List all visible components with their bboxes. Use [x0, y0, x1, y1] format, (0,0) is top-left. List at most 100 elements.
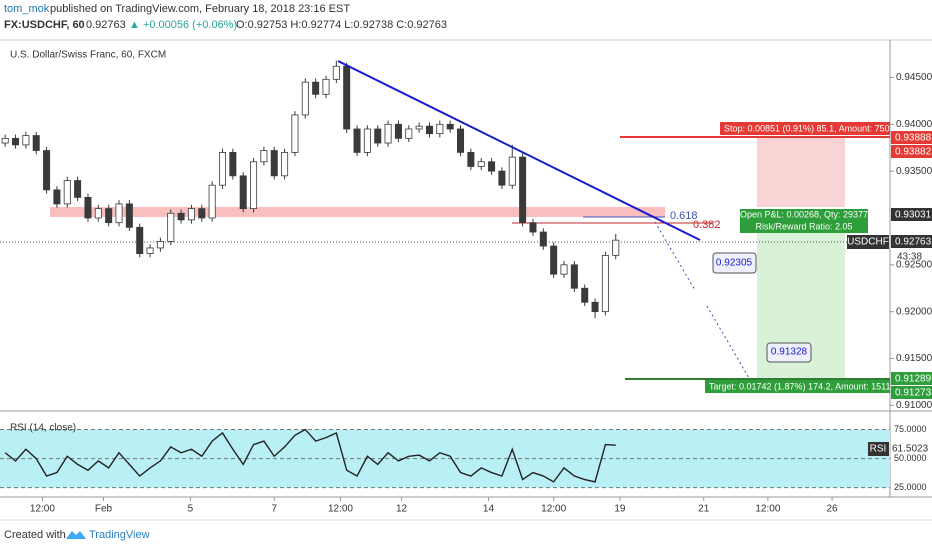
stop-box: [720, 122, 890, 135]
candle-body: [415, 125, 423, 130]
candle-body: [74, 180, 82, 198]
callout-label: 0.91328: [771, 347, 808, 358]
candle-body: [250, 161, 258, 210]
price-badge: [891, 131, 932, 144]
x-tick-label: Feb: [95, 504, 113, 515]
callout-label: 0.92305: [716, 258, 753, 269]
y-tick-label: 0.92500: [896, 259, 932, 270]
candle-body: [146, 247, 154, 254]
x-tick-label: 19: [614, 504, 626, 515]
candle-body: [581, 287, 589, 303]
candle-body: [363, 128, 371, 153]
candle-body: [601, 255, 609, 313]
y-tick-label: 50.0000: [894, 453, 927, 463]
candle-body: [353, 128, 361, 153]
footer-created: Created with: [4, 529, 66, 541]
candle-body: [529, 222, 537, 233]
candle-body: [177, 212, 185, 221]
x-tick-label: 21: [698, 504, 710, 515]
price-badge: [891, 372, 932, 385]
candle-body: [612, 239, 620, 256]
rsi-badge: [868, 442, 889, 456]
y-tick-label: 0.91000: [896, 400, 932, 411]
candle-body: [394, 123, 402, 139]
x-tick-label: 12:00: [328, 504, 353, 515]
candle-body: [12, 137, 20, 146]
candle-body: [125, 203, 133, 228]
x-tick-label: 12:00: [30, 504, 55, 515]
candle-body: [32, 135, 40, 151]
candle-body: [519, 156, 527, 224]
candle-body: [488, 161, 496, 172]
candle-body: [260, 150, 268, 163]
chart-title: U.S. Dollar/Swiss Franc, 60, FXCM: [10, 50, 166, 61]
change: ▲ +0.00056 (+0.06%): [129, 19, 237, 31]
y-tick-label: 0.91500: [896, 353, 932, 364]
x-tick-label: 12:00: [755, 504, 780, 515]
candle-body: [167, 212, 175, 242]
y-tick-label: 0.93500: [896, 166, 932, 177]
candle-body: [550, 245, 558, 275]
projection-arrow: [654, 221, 750, 379]
author: tom_mok: [4, 3, 50, 15]
candle-body: [115, 203, 123, 224]
candle-body: [229, 152, 237, 177]
candle-body: [374, 128, 382, 144]
candle-body: [322, 78, 330, 95]
x-tick-label: 12:00: [541, 504, 566, 515]
rsi-last-value: 61.5023: [892, 444, 929, 455]
candle-body: [218, 152, 227, 186]
candle-body: [43, 150, 51, 191]
target-box: [705, 380, 890, 393]
candle-body: [291, 114, 299, 153]
symbol-badge-label: USDCHF: [847, 237, 889, 248]
candle-body: [384, 123, 392, 144]
price-badge-label: 0.91273: [895, 388, 932, 399]
candle-body: [498, 170, 506, 186]
fib-label: 0.618: [670, 210, 698, 222]
logo: [66, 531, 86, 539]
price-badge: [891, 145, 932, 158]
candle-body: [425, 125, 433, 135]
candle-body: [156, 240, 164, 249]
candle-body: [560, 264, 568, 275]
candle-body: [136, 226, 144, 254]
candle-body: [270, 150, 278, 177]
candle-body: [477, 161, 485, 167]
candle-body: [1, 137, 9, 144]
candle-body: [508, 156, 516, 186]
rr-label: Risk/Reward Ratio: 2.05: [755, 221, 852, 231]
candle-body: [467, 152, 475, 167]
price: 0.92763: [86, 19, 126, 31]
symbol-badge: [847, 235, 889, 249]
y-tick-label: 0.94500: [896, 72, 932, 83]
candle-body: [539, 231, 547, 247]
price-badge-label: 0.91289: [895, 374, 932, 385]
price-badge: [891, 235, 932, 248]
candle-body: [343, 65, 351, 130]
stop-zone: [757, 137, 845, 207]
candle-body: [105, 208, 113, 224]
callout: [766, 342, 812, 363]
candle-body: [53, 189, 61, 205]
callout: [712, 252, 757, 274]
y-tick-label: 75.0000: [894, 424, 927, 434]
candle-body: [457, 128, 465, 153]
stop-label: Stop: 0.00851 (0.91%) 85.1, Amount: 750: [724, 123, 890, 133]
resistance-zone: [50, 207, 665, 217]
candle-body: [22, 135, 30, 146]
candle-body: [436, 123, 444, 135]
candle-body: [198, 208, 206, 219]
candle-body: [84, 196, 92, 219]
ohlc: O:0.92753 H:0.92774 L:0.92738 C:0.92763: [236, 19, 447, 31]
price-badge-label: 0.93882: [895, 147, 932, 158]
candle-body: [312, 81, 320, 95]
last-price-label: 0.92763: [895, 237, 932, 248]
candle-body: [94, 208, 102, 219]
footer-brand: TradingView: [89, 529, 150, 541]
candle-body: [281, 152, 289, 177]
candle-body: [591, 301, 599, 313]
target-label: Target: 0.01742 (1.87%) 174.2, Amount: 1…: [709, 381, 893, 391]
pnl-box: [740, 209, 868, 233]
